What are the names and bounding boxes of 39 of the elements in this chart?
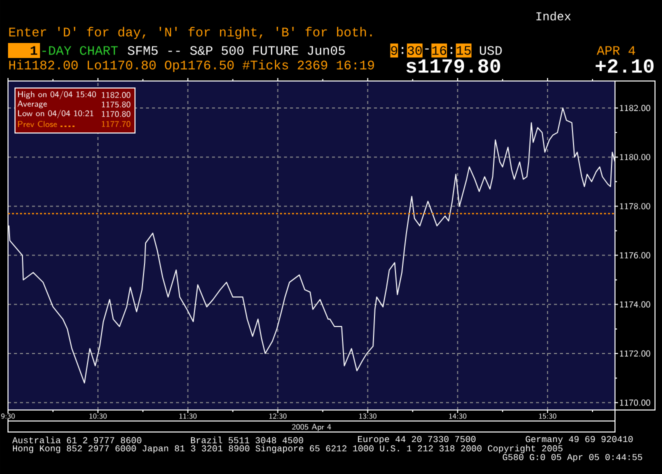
text: Germany 49 69 920410	[526, 436, 633, 444]
y-tick-label: 1178.00	[620, 203, 650, 210]
text: Hong Kong 852 2977 6000 Japan 81 3 3201 8900 Singapore 65 6212 1000 U.S. 1 212 318 2000 Copyright 2005	[12, 444, 562, 454]
text: Brazil 5511 3048 4500	[190, 436, 304, 444]
y-tick-label: 1176.00	[620, 252, 650, 258]
text: 30	[408, 46, 422, 55]
annotation: Low on 04/04 10:21	[18, 110, 94, 118]
text: Europe 44 20 7330 7500	[358, 436, 476, 444]
text: s1179.80	[406, 59, 500, 73]
y-tick-label: 1172.00	[620, 350, 650, 357]
text: Hi1182.00 Lo1170.80 Op1176.50 #Ticks 2369 16:19	[9, 60, 374, 72]
chart-title: SFM5 -- S&P 500 FUTURE Jun05	[128, 46, 345, 55]
text: :	[402, 47, 404, 54]
x-axis-title: 2005 Apr 4	[292, 424, 332, 432]
text: Index	[536, 12, 571, 20]
text: 9	[391, 46, 398, 55]
y-tick-label: 1182.00	[620, 104, 650, 112]
legend-label: Prev Close	[18, 120, 57, 128]
annotation: 1177.70	[102, 121, 130, 127]
text: 15	[456, 46, 471, 55]
text: 1	[30, 46, 38, 55]
y-tick-label: 1170.00	[620, 399, 650, 406]
annotation: 1182.00	[102, 92, 130, 98]
text: USD	[480, 46, 502, 55]
text: APR 4	[596, 46, 636, 55]
text: +2.10	[596, 59, 654, 73]
text: :	[450, 47, 452, 54]
text: -DAY CHART	[42, 46, 118, 55]
text: 16	[432, 46, 446, 55]
text: Enter 'D' for day, 'N' for night, 'B' for both.	[9, 26, 372, 40]
annotation: Average	[18, 100, 47, 108]
annotation: 1175.80	[102, 102, 130, 108]
annotation: 1170.80	[102, 111, 130, 117]
text: Australia 61 2 9777 8600	[12, 436, 142, 444]
text: -	[425, 48, 429, 50]
annotation: High on 04/04 15:40	[18, 90, 96, 100]
y-tick-label: 1180.00	[620, 154, 650, 160]
y-tick-label: 1174.00	[620, 301, 650, 308]
text: G580 G:0 05 Apr 05 0:44:55	[502, 454, 642, 462]
